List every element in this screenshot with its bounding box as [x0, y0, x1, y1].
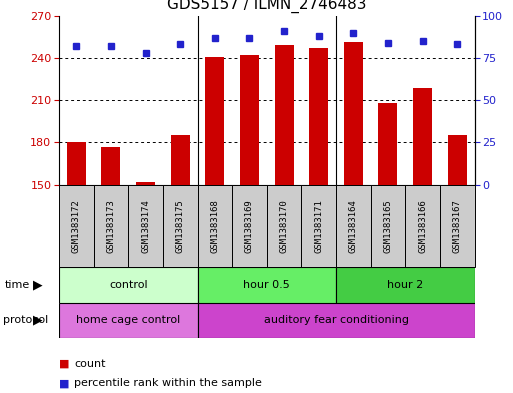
Bar: [448, 136, 467, 185]
Bar: [336, 185, 370, 267]
Bar: [171, 136, 190, 185]
Text: GSM1383172: GSM1383172: [72, 199, 81, 253]
Text: hour 0.5: hour 0.5: [243, 280, 290, 290]
Bar: [59, 303, 198, 338]
Text: auditory fear conditioning: auditory fear conditioning: [264, 315, 408, 325]
Text: hour 2: hour 2: [387, 280, 423, 290]
Bar: [344, 42, 363, 185]
Text: GSM1383167: GSM1383167: [452, 199, 462, 253]
Bar: [336, 267, 475, 303]
Bar: [59, 267, 198, 303]
Bar: [232, 185, 267, 267]
Bar: [198, 185, 232, 267]
Bar: [440, 185, 475, 267]
Bar: [59, 185, 93, 267]
Bar: [93, 185, 128, 267]
Bar: [136, 182, 155, 185]
Bar: [379, 103, 398, 185]
Bar: [405, 185, 440, 267]
Text: GSM1383173: GSM1383173: [106, 199, 115, 253]
Bar: [128, 185, 163, 267]
Text: ▶: ▶: [33, 314, 43, 327]
Text: GSM1383166: GSM1383166: [418, 199, 427, 253]
Bar: [205, 57, 224, 185]
Bar: [274, 45, 293, 185]
Bar: [198, 303, 475, 338]
Title: GDS5157 / ILMN_2746483: GDS5157 / ILMN_2746483: [167, 0, 366, 13]
Bar: [163, 185, 198, 267]
Bar: [67, 142, 86, 185]
Text: GSM1383165: GSM1383165: [383, 199, 392, 253]
Bar: [240, 55, 259, 185]
Text: GSM1383171: GSM1383171: [314, 199, 323, 253]
Bar: [309, 48, 328, 185]
Bar: [102, 147, 121, 185]
Text: count: count: [74, 358, 106, 369]
Text: GSM1383164: GSM1383164: [349, 199, 358, 253]
Text: GSM1383175: GSM1383175: [175, 199, 185, 253]
Text: time: time: [5, 280, 30, 290]
Text: GSM1383168: GSM1383168: [210, 199, 220, 253]
Text: ▶: ▶: [33, 278, 43, 292]
Bar: [370, 185, 405, 267]
Text: GSM1383170: GSM1383170: [280, 199, 289, 253]
Bar: [198, 267, 336, 303]
Text: control: control: [109, 280, 148, 290]
Text: GSM1383174: GSM1383174: [141, 199, 150, 253]
Bar: [301, 185, 336, 267]
Text: GSM1383169: GSM1383169: [245, 199, 254, 253]
Text: home cage control: home cage control: [76, 315, 181, 325]
Text: protocol: protocol: [3, 315, 48, 325]
Bar: [413, 88, 432, 185]
Text: ■: ■: [59, 358, 69, 369]
Text: percentile rank within the sample: percentile rank within the sample: [74, 378, 262, 388]
Text: ■: ■: [59, 378, 69, 388]
Bar: [267, 185, 301, 267]
